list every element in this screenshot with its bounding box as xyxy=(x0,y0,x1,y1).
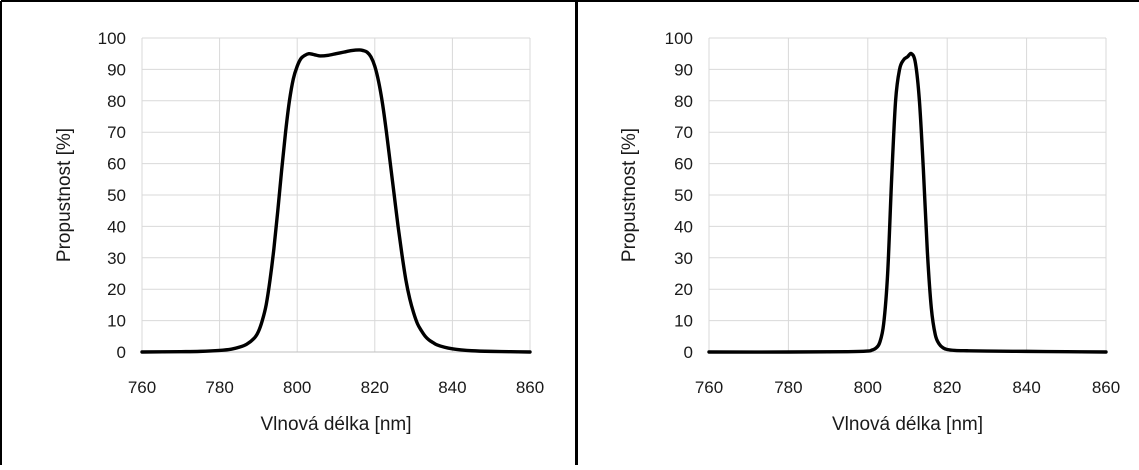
x-tick-label: 780 xyxy=(205,378,233,397)
y-tick-label: 100 xyxy=(98,29,126,48)
y-tick-label: 70 xyxy=(674,123,693,142)
y-tick-label: 20 xyxy=(107,280,126,299)
y-tick-label: 90 xyxy=(107,60,126,79)
y-tick-label: 60 xyxy=(107,155,126,174)
y-tick-label: 40 xyxy=(107,217,126,236)
y-tick-label: 90 xyxy=(674,60,693,79)
x-tick-label: 820 xyxy=(361,378,389,397)
y-tick-label: 30 xyxy=(674,249,693,268)
x-tick-label: 860 xyxy=(1092,378,1120,397)
y-tick-label: 60 xyxy=(674,155,693,174)
y-tick-label: 70 xyxy=(107,123,126,142)
y-tick-label: 10 xyxy=(107,312,126,331)
x-tick-labels: 760 780 800 820 840 860 xyxy=(695,378,1120,397)
chart-panel-left: 0 10 20 30 40 50 60 70 80 90 100 760 780 800 820 840 86… xyxy=(54,29,544,435)
x-tick-label: 820 xyxy=(933,378,961,397)
y-tick-label: 10 xyxy=(674,312,693,331)
series-line xyxy=(707,51,1108,354)
series-line xyxy=(140,48,532,354)
x-tick-labels: 760 780 800 820 840 860 xyxy=(128,378,544,397)
y-tick-label: 30 xyxy=(107,249,126,268)
y-tick-label: 50 xyxy=(674,186,693,205)
y-tick-label: 0 xyxy=(117,343,126,362)
y-axis-title: Propustnost [%] xyxy=(619,128,640,262)
y-axis-title: Propustnost [%] xyxy=(54,128,75,262)
grid-lines xyxy=(141,37,531,353)
y-tick-labels: 0 10 20 30 40 50 60 70 80 90 100 xyxy=(665,29,693,362)
x-tick-label: 800 xyxy=(283,378,311,397)
x-tick-label: 760 xyxy=(128,378,156,397)
x-tick-label: 760 xyxy=(695,378,723,397)
x-axis-title: Vlnová délka [nm] xyxy=(260,414,411,435)
y-tick-label: 50 xyxy=(107,186,126,205)
x-tick-label: 840 xyxy=(1012,378,1040,397)
y-tick-label: 40 xyxy=(674,217,693,236)
y-tick-label: 80 xyxy=(107,92,126,111)
y-tick-labels: 0 10 20 30 40 50 60 70 80 90 100 xyxy=(98,29,126,362)
grid-lines xyxy=(708,37,1107,353)
y-tick-label: 80 xyxy=(674,92,693,111)
y-tick-label: 20 xyxy=(674,280,693,299)
x-tick-label: 780 xyxy=(774,378,802,397)
x-tick-label: 800 xyxy=(854,378,882,397)
chart-panel-right: 0 10 20 30 40 50 60 70 80 90 100 760 780 800 820 840 86… xyxy=(619,29,1120,435)
y-tick-label: 100 xyxy=(665,29,693,48)
x-axis-title: Vlnová délka [nm] xyxy=(832,414,983,435)
y-tick-label: 0 xyxy=(684,343,693,362)
x-tick-label: 840 xyxy=(438,378,466,397)
x-tick-label: 860 xyxy=(516,378,544,397)
